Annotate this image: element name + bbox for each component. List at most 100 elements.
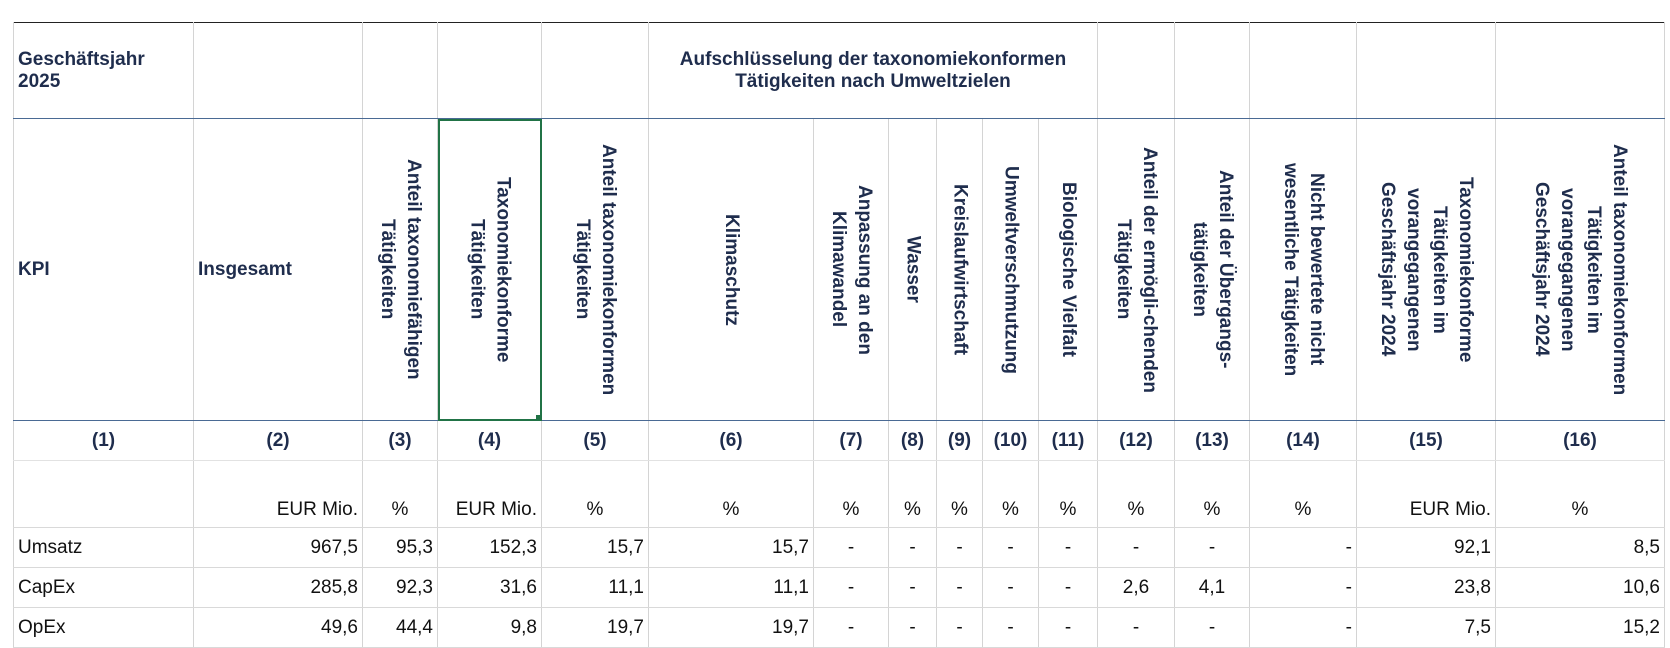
kpi-name: CapEx [13, 567, 194, 608]
value: 15,2 [1495, 607, 1665, 648]
data-row: CapEx 285,8 92,3 31,6 11,1 11,1- - - - -2,6 4,1-23… [13, 567, 1665, 608]
unit: % [982, 460, 1039, 528]
value: 9,8 [437, 607, 542, 648]
value: 92,3 [362, 567, 438, 608]
column-header: Anteil der Übergangs-tätigkeiten [1174, 118, 1250, 421]
column-label-box: Anpassung an den Klimawandel [825, 122, 877, 418]
value: 967,5 [193, 527, 363, 568]
column-label: Umweltverschmutzung [1000, 165, 1022, 374]
empty-cell [437, 22, 542, 119]
empty-cell [193, 22, 363, 119]
value: - [888, 527, 937, 568]
column-header: Anteil taxonomiefähigen Tätigkeiten [362, 118, 438, 421]
value: 31,6 [437, 567, 542, 608]
column-label: Tätigkeiten im [1583, 205, 1604, 334]
value: - [1174, 607, 1250, 648]
value: 10,6 [1495, 567, 1665, 608]
column-number: (8) [888, 420, 937, 461]
value: 2,6 [1097, 567, 1175, 608]
column-label: Kreislaufwirtschaft [949, 183, 971, 356]
column-label-box: Klimaschutz [718, 122, 744, 418]
column-number: (4) [437, 420, 542, 461]
value: 4,1 [1174, 567, 1250, 608]
value: - [1038, 527, 1098, 568]
column-label-box: Anteil der Übergangs-tätigkeiten [1186, 122, 1238, 418]
column-number: (1) [13, 420, 194, 461]
empty-cell [362, 22, 438, 119]
value: 15,7 [648, 527, 814, 568]
column-number: (2) [193, 420, 363, 461]
column-label-box: Anteil taxonomiefähigen Tätigkeiten [374, 122, 426, 418]
column-label: Biologische Vielfalt [1058, 182, 1079, 357]
column-label-box: Nicht bewertete nicht wesentliche Tätigke… [1277, 122, 1329, 418]
data-row: Umsatz 967,5 95,3 152,3 15,7 15,7- - - - - - - -92,1… [13, 527, 1665, 568]
column-header: Insgesamt [193, 118, 363, 421]
breakdown-cell: Aufschlüsselung der taxonomiekonformen Tä… [648, 22, 1098, 119]
value: 19,7 [648, 607, 814, 648]
value: 92,1 [1356, 527, 1496, 568]
column-label-box: Anteil taxonomiekonformen Tätigkeiten im v… [1528, 122, 1632, 418]
breakdown-title: Tätigkeiten nach Umweltzielen [735, 70, 1011, 92]
column-label-box: Biologische Vielfalt [1055, 122, 1081, 418]
label-row: KPI Insgesamt Anteil taxonomiefähigen Tätig… [13, 118, 1665, 421]
column-number: (14) [1249, 420, 1357, 461]
unit: % [648, 460, 814, 528]
column-header: Nicht bewertete nicht wesentliche Tätigke… [1249, 118, 1357, 421]
column-header: Taxonomiekonforme Tätigkeiten im vorangega… [1356, 118, 1496, 421]
value: - [936, 607, 983, 648]
column-label: Tätigkeiten [572, 219, 593, 320]
kpi-table: Geschäftsjahr 2025 Aufschlüsselung der tax… [13, 22, 1665, 648]
column-number: (10) [982, 420, 1039, 461]
fiscal-year: 2025 [18, 70, 61, 92]
header-row: Geschäftsjahr 2025 Aufschlüsselung der tax… [13, 22, 1665, 119]
column-number: (5) [541, 420, 649, 461]
column-header: Anteil taxonomiekonformen Tätigkeiten im v… [1495, 118, 1665, 421]
column-label: tätigkeiten [1189, 221, 1210, 318]
column-header: Umweltverschmutzung [982, 118, 1039, 421]
unit: % [888, 460, 937, 528]
value: 152,3 [437, 527, 542, 568]
column-number: (12) [1097, 420, 1175, 461]
kpi-name: Umsatz [13, 527, 194, 568]
column-label: Geschäftsjahr 2024 [1531, 182, 1552, 357]
column-number: (15) [1356, 420, 1496, 461]
column-header: KPI [13, 118, 194, 421]
column-number: (6) [648, 420, 814, 461]
empty-cell [541, 22, 649, 119]
value: 8,5 [1495, 527, 1665, 568]
empty-cell [1249, 22, 1357, 119]
column-label: Klimawandel [828, 211, 849, 328]
value: 23,8 [1356, 567, 1496, 608]
fiscal-year: Geschäftsjahr [18, 48, 145, 70]
value: - [1038, 567, 1098, 608]
value: - [936, 567, 983, 608]
value: - [936, 527, 983, 568]
column-label: Insgesamt [198, 258, 292, 280]
value: - [813, 567, 889, 608]
column-label-box: Wasser [900, 122, 926, 418]
value: - [982, 607, 1039, 648]
number-row: (1) (2) (3) (4) (5) (6) (7) (8) (9) (10) (11) (12)(… [13, 420, 1665, 461]
column-number: (9) [936, 420, 983, 461]
column-number: (13) [1174, 420, 1250, 461]
column-label: Tätigkeiten [466, 219, 488, 320]
column-label-box: Kreislaufwirtschaft [947, 122, 973, 418]
value: 11,1 [648, 567, 814, 608]
column-label: Anteil der Übergangs- [1215, 170, 1236, 369]
empty-cell [1356, 22, 1496, 119]
column-label: vorangegangenen [1557, 187, 1578, 352]
column-label: vorangegangenen [1403, 187, 1424, 352]
unit: % [936, 460, 983, 528]
unit: % [541, 460, 649, 528]
unit: EUR Mio. [1356, 460, 1496, 528]
value: 7,5 [1356, 607, 1496, 648]
value: 49,6 [193, 607, 363, 648]
data-row: OpEx 49,6 44,4 9,8 19,7 19,7- - - - - - - -7,5 15,2 [13, 607, 1665, 648]
unit: % [1249, 460, 1357, 528]
value: - [982, 567, 1039, 608]
unit: % [362, 460, 438, 528]
value: - [1249, 527, 1357, 568]
value: - [982, 527, 1039, 568]
value: - [813, 527, 889, 568]
